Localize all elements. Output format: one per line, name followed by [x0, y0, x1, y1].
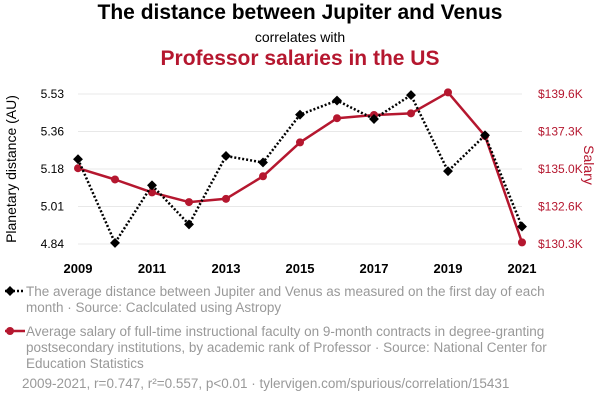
data-point-distance — [480, 130, 490, 141]
y-tick-label-left: 4.84 — [41, 237, 65, 251]
data-point-distance — [258, 157, 268, 168]
y-tick-label-right: $137.3K — [538, 125, 583, 139]
y-tick-label-right: $135.0K — [538, 162, 583, 176]
data-point-distance — [332, 95, 342, 106]
y-tick-label-left: 5.53 — [41, 87, 65, 101]
legend-text-salary: Average salary of full-time instructiona… — [26, 324, 547, 371]
data-point-salary — [259, 172, 267, 181]
y-tick-label-left: 5.01 — [41, 200, 65, 214]
x-tick-label: 2011 — [138, 261, 166, 276]
x-tick-label: 2019 — [434, 261, 463, 276]
footer-stats: 2009-2021, r=0.747, r²=0.557, p<0.01 · t… — [22, 376, 510, 391]
y-tick-label-right: $139.6K — [538, 87, 583, 101]
legend-item-salary: Average salary of full-time instructiona… — [4, 324, 584, 372]
data-point-salary — [74, 164, 82, 173]
data-point-distance — [110, 237, 120, 248]
data-point-distance — [443, 166, 453, 177]
x-tick-label: 2015 — [286, 261, 315, 276]
x-tick-label: 2021 — [508, 261, 537, 276]
legend-marker-distance — [5, 286, 25, 296]
data-point-salary — [333, 114, 341, 123]
data-point-salary — [222, 194, 230, 203]
data-point-salary — [407, 109, 415, 118]
data-point-salary — [518, 238, 526, 247]
x-tick-label: 2017 — [360, 261, 389, 276]
y-tick-label-right: $130.3K — [538, 237, 583, 251]
y-tick-label-left: 5.36 — [41, 125, 65, 139]
x-tick-label: 2009 — [64, 261, 93, 276]
data-point-salary — [444, 88, 452, 97]
data-point-salary — [148, 188, 156, 197]
y-axis-title-right: Salary — [581, 145, 597, 185]
data-point-salary — [296, 138, 304, 147]
data-point-distance — [184, 219, 194, 230]
data-point-distance — [73, 154, 83, 165]
data-point-distance — [221, 151, 231, 161]
y-tick-label-right: $132.6K — [538, 200, 583, 214]
legend-text-distance: The average distance between Jupiter and… — [26, 284, 545, 315]
legend-item-distance: The average distance between Jupiter and… — [4, 284, 584, 316]
data-point-salary — [111, 175, 119, 184]
chart-subtitle: correlates with — [254, 29, 346, 45]
data-point-distance — [147, 180, 157, 191]
chart-title-secondary: Professor salaries in the US — [160, 47, 440, 70]
chart-title: The distance between Jupiter and Venus — [97, 1, 503, 24]
x-tick-label: 2013 — [212, 261, 241, 276]
y-axis-title-left: Planetary distance (AU) — [3, 95, 19, 243]
data-point-distance — [517, 221, 527, 232]
data-point-salary — [185, 198, 193, 207]
legend-marker-salary — [5, 327, 25, 335]
y-tick-label-left: 5.18 — [41, 162, 65, 176]
